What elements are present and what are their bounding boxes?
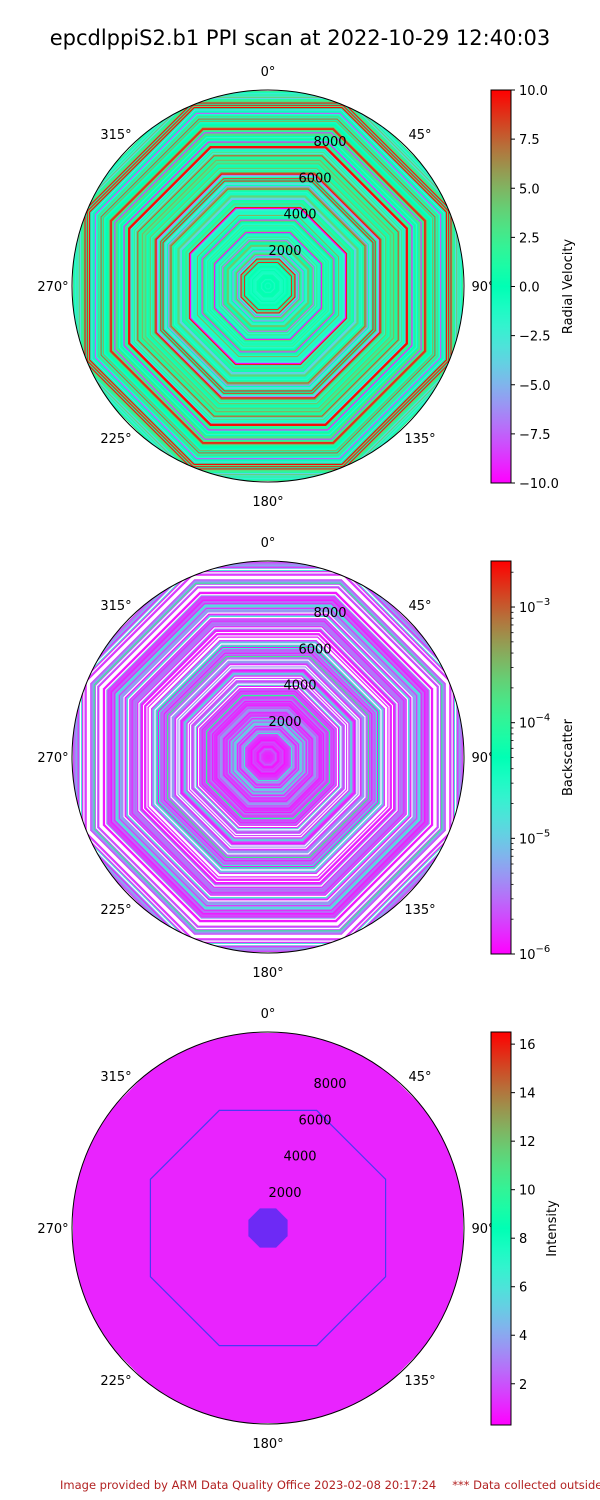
theta-tick-label: 0° (261, 65, 276, 80)
radial-tick-label: 6000 (298, 171, 331, 186)
radial-tick-label: 8000 (313, 135, 346, 150)
footer-credit-left: Image provided by ARM Data Quality Offic… (60, 1478, 437, 1492)
colorbar-tick-label: −10.0 (519, 477, 559, 492)
theta-tick-label: 0° (261, 536, 276, 551)
panel-1: 0° 45° 90° 135° 180° 225° 270° 315° 2000 4000 6000… (37, 65, 576, 510)
footer-credit: Image provided by ARM Data Quality Offic… (60, 1478, 600, 1492)
scan-field (72, 1032, 464, 1424)
colorbar-tick-label: 7.5 (519, 133, 540, 148)
theta-tick-label: 45° (408, 1070, 431, 1085)
radial-tick-label: 8000 (313, 1077, 346, 1092)
scan-ring (266, 755, 270, 759)
theta-tick-label: 135° (404, 432, 435, 447)
theta-tick-label: 315° (100, 128, 131, 143)
polar-frame (71, 1031, 465, 1425)
theta-tick-label: 90° (471, 280, 494, 295)
figure-title: epcdlppiS2.b1 PPI scan at 2022-10-29 12:… (49, 26, 551, 50)
colorbar-tick-label: 6 (519, 1281, 527, 1296)
theta-tick-label: 135° (404, 903, 435, 918)
theta-tick-label: 225° (100, 903, 131, 918)
colorbar (490, 560, 512, 955)
colorbar (490, 89, 512, 484)
radial-tick-label: 8000 (313, 606, 346, 621)
radial-tick-label: 4000 (283, 1150, 316, 1165)
colorbar-tick-label: 10−5 (519, 828, 550, 847)
colorbar-tick-label: 10−4 (519, 713, 550, 732)
footer-credit-right: *** Data collected outside (452, 1478, 600, 1492)
colorbar-tick-label: −5.0 (519, 379, 551, 394)
polar-frame (71, 560, 465, 954)
colorbar-tick-label: 14 (519, 1087, 536, 1102)
theta-tick-label: 180° (252, 966, 283, 981)
theta-tick-label: 90° (471, 751, 494, 766)
colorbar-tick-label: 12 (519, 1135, 536, 1150)
colorbar-label: Intensity (545, 1200, 560, 1257)
radial-tick-label: 4000 (283, 679, 316, 694)
scan-ring (266, 284, 270, 288)
colorbar-tick-label: 0.0 (519, 281, 540, 296)
colorbar-tick-label: 2.5 (519, 231, 540, 246)
theta-tick-label: 315° (100, 1070, 131, 1085)
colorbar-label: Backscatter (561, 718, 576, 796)
theta-tick-label: 270° (37, 751, 68, 766)
panel-3: 0° 45° 90° 135° 180° 225° 270° 315° 2000 4000 6000… (37, 1007, 560, 1452)
colorbar-tick-label: 10.0 (519, 84, 548, 99)
scan-field (72, 561, 464, 953)
theta-tick-label: 270° (37, 1222, 68, 1237)
radial-tick-label: 6000 (298, 1113, 331, 1128)
colorbar-tick-label: −2.5 (519, 330, 551, 345)
theta-tick-label: 180° (252, 1437, 283, 1452)
colorbar (490, 1031, 512, 1426)
theta-tick-label: 225° (100, 432, 131, 447)
theta-tick-label: 45° (408, 599, 431, 614)
intensity-ring (149, 1109, 387, 1347)
colorbar-tick-label: 2 (519, 1378, 527, 1393)
radial-tick-label: 2000 (268, 715, 301, 730)
colorbar-tick-label: 10−3 (519, 597, 550, 616)
theta-tick-label: 180° (252, 495, 283, 510)
colorbar-tick-label: 5.0 (519, 182, 540, 197)
colorbar-tick-label: 8 (519, 1232, 527, 1247)
colorbar-tick-label: 4 (519, 1329, 527, 1344)
theta-tick-label: 90° (471, 1222, 494, 1237)
polar-frame (71, 89, 465, 483)
colorbar-tick-label: 16 (519, 1038, 536, 1053)
theta-tick-label: 0° (261, 1007, 276, 1022)
theta-tick-label: 270° (37, 280, 68, 295)
radial-tick-label: 2000 (268, 1186, 301, 1201)
theta-tick-label: 135° (404, 1374, 435, 1389)
colorbar-tick-label: 10 (519, 1184, 536, 1199)
colorbar-tick-label: 10−6 (519, 944, 550, 963)
radial-tick-label: 4000 (283, 208, 316, 223)
radial-tick-label: 6000 (298, 642, 331, 657)
theta-tick-label: 225° (100, 1374, 131, 1389)
theta-tick-label: 45° (408, 128, 431, 143)
scan-field (72, 90, 464, 482)
radial-tick-label: 2000 (268, 244, 301, 259)
panel-2: 0° 45° 90° 135° 180° 225° 270° 315° 2000 4000 6000… (37, 536, 576, 981)
intensity-ring (248, 1208, 288, 1248)
theta-tick-label: 315° (100, 599, 131, 614)
colorbar-label: Radial Velocity (561, 239, 576, 335)
colorbar-tick-label: −7.5 (519, 428, 551, 443)
